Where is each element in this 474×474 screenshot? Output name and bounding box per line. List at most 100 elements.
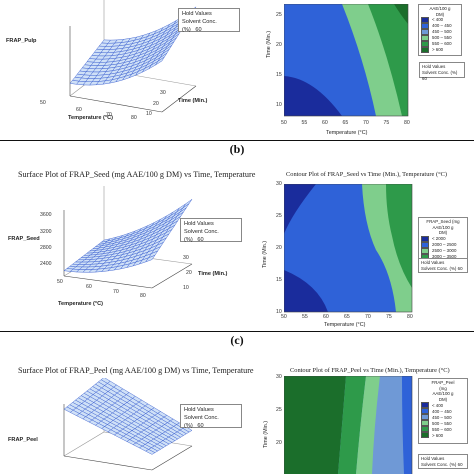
legend-swatch [421,235,429,242]
contour-seed-ytick: 10 [276,309,282,315]
surface-pulp-ytick: 30 [160,90,166,96]
contour-seed-xtick: 80 [407,314,413,320]
surface-peel-plot [63,378,193,471]
contour-pulp-xtick: 75 [383,120,390,126]
legend-title: (mg [439,385,447,391]
legend-label: 500 – 550 [432,35,452,41]
contour-seed-xtick: 60 [323,314,329,320]
legend-title: DM) [438,396,448,402]
contour-region-500-550 [356,376,380,474]
legend-title: AAE/100 g [432,391,454,397]
contour-peel-ylabel: Time (Min.) [263,420,269,448]
contour-seed-plot [284,184,413,313]
legend-label: < 2000 [432,235,446,241]
surface-seed-ytick: 10 [183,285,189,291]
contour-region-2000-2500 [284,270,328,312]
surface-seed-xlabel: Temperature (°C) [58,301,104,307]
legend-swatch [421,29,429,36]
legend-swatch [421,420,429,427]
legend-label: 450 – 500 [432,29,452,35]
contour-pulp-xtick: 55 [301,120,308,126]
hold-value: 60 [197,423,204,429]
surface-seed-xtick: 60 [86,284,92,290]
contour-seed-ytick: 15 [276,277,282,283]
surface-seed-ytick: 20 [186,270,192,276]
contour-pulp-legend-item: 500 – 550 [421,35,459,42]
surface-x-axis [63,275,153,289]
contour-peel-legend-item: 550 – 600 [421,426,465,433]
surface-seed-hold-values: Hold Values Solvent Conc. (%) 60 [180,218,242,243]
hold-var: Solvent Conc. (%) [184,415,219,429]
contour-pulp-ytick: 15 [276,72,282,78]
contour-region-400-450 [284,76,342,116]
legend-swatch [421,35,429,42]
legend-swatch [421,408,429,415]
hold-title: Hold Values [422,64,446,69]
surface-seed-xtick: 50 [57,279,63,285]
contour-seed-xtick: 70 [365,314,371,320]
legend-swatch [421,414,429,421]
legend-swatch [421,241,429,248]
contour-pulp-ytick: 25 [276,12,282,18]
legend-label: > 600 [432,47,444,53]
contour-seed-frame [284,184,413,313]
legend-swatch [421,426,429,433]
hold-value: 60 [422,76,427,81]
surface-mesh-cell [145,449,156,455]
legend-label: 450 – 500 [432,414,452,420]
surface-pulp-plot [69,0,197,113]
panel-divider [0,140,474,141]
contour-seed-legend: FRAP_Seed (mg AAE/100 g DM) < 2000 2000 –… [418,217,468,266]
legend-title: DM) [438,230,448,236]
legend-label: > 600 [432,432,444,438]
hold-title: Hold Values [421,456,445,461]
legend-title: FRAP_Seed (mg [426,219,460,224]
hold-title: Hold Values [184,407,214,413]
contour-seed-xtick: 75 [386,314,392,320]
contour-seed-xtick: 55 [302,314,308,320]
hold-title: Hold Values [421,260,445,265]
surface-seed-ztick: 3200 [40,229,52,235]
contour-pulp-xtick: 65 [342,120,349,126]
contour-pulp-xtick: 50 [281,120,287,126]
hold-var: Solvent Conc. (%) [184,229,219,243]
contour-seed-hold-values: Hold Values Solvent Conc. (%) 60 [418,258,468,273]
surface-pulp-ytick: 10 [146,111,152,117]
surface-seed-title: Surface Plot of FRAP_Seed (mg AAE/100 g … [18,170,256,179]
contour-seed-xlabel: Temperature (°C) [324,322,366,328]
legend-title: FRAP_Peel [431,380,455,385]
surface-seed-plot [63,186,193,289]
surface-y-axis [161,85,197,113]
contour-peel-ytick: 25 [276,407,282,413]
legend-title: AAE/100 g [432,224,454,230]
contour-pulp-xtick: 60 [322,120,328,126]
surface-seed-xtick: 70 [113,289,119,295]
contour-pulp-legend-item: 550 – 600 [421,41,459,48]
contour-pulp-hold-values: Hold Values Solvent Conc. (%) 60 [419,62,465,81]
contour-peel-legend-item: 400 – 450 [421,408,465,415]
contour-region-550-600 [338,376,366,474]
surface-pulp-zlabel: FRAP_Pulp [6,38,37,44]
contour-pulp-plot [284,4,409,117]
contour-seed-ylabel: Time (Min.) [262,240,268,268]
hold-value: 60 [195,27,202,33]
contour-peel-legend-item: < 400 [421,402,465,409]
contour-pulp-legend: AAE/100 g DM) < 400 400 – 450 450 – 500 500… [418,4,462,56]
legend-label: 500 – 550 [432,420,452,426]
surface-x-axis [69,95,163,113]
contour-region-gt-600 [394,4,408,24]
surface-pulp-xlabel: Temperature (°C) [68,115,114,121]
surface-seed-xtick: 80 [140,293,146,299]
legend-swatch [421,247,429,254]
contour-seed-ytick: 25 [276,213,282,219]
hold-title: Hold Values [184,221,214,227]
contour-peel-ytick: 20 [276,440,282,446]
contour-seed-title: Contour Plot of FRAP_Seed vs Time (Min.)… [286,171,448,178]
surface-pulp-xtick: 50 [40,100,46,106]
contour-peel-legend-item: 450 – 500 [421,414,465,421]
contour-seed-legend-item: 2000 – 2500 [421,241,465,248]
legend-title: AAE/100 g [429,6,451,11]
hold-value: 60 [197,237,204,243]
surface-mesh-cell [182,199,193,209]
surface-pulp-ytick: 20 [153,101,159,107]
